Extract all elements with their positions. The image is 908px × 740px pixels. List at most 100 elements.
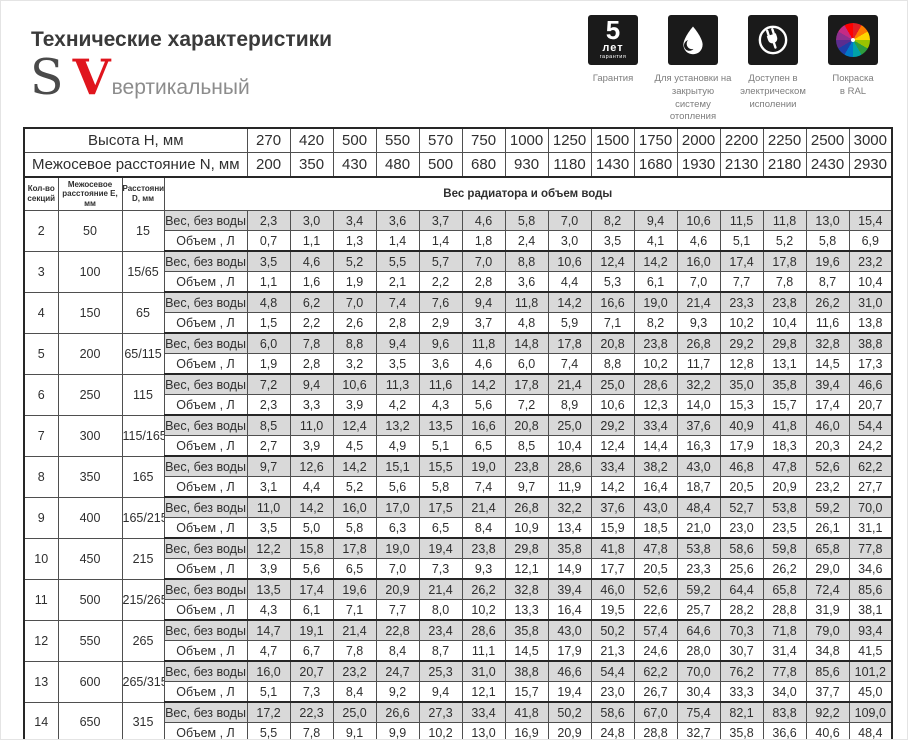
volume-value-cell: 20,5 xyxy=(633,558,678,580)
weight-value-cell: 5,7 xyxy=(418,250,463,272)
volume-value-cell: 1,1 xyxy=(289,230,334,252)
volume-value-cell: 10,2 xyxy=(633,353,678,375)
volume-value-cell: 10,9 xyxy=(504,517,549,539)
weight-value-cell: 38,8 xyxy=(848,332,893,354)
weight-value-cell: 59,2 xyxy=(805,496,850,518)
weight-value-cell: 35,8 xyxy=(547,537,592,559)
weight-value-cell: 59,8 xyxy=(762,537,807,559)
volume-value-cell: 14,5 xyxy=(805,353,850,375)
weight-value-cell: 3,7 xyxy=(418,210,463,231)
weight-value-cell: 35,0 xyxy=(719,373,764,395)
volume-value-cell: 9,4 xyxy=(418,681,463,703)
weight-value-cell: 8,5 xyxy=(246,414,291,436)
volume-value-cell: 10,4 xyxy=(848,271,893,293)
volume-value-cell: 8,7 xyxy=(418,640,463,662)
weight-value-cell: 23,8 xyxy=(762,291,807,313)
weight-value-cell: 14,2 xyxy=(547,291,592,313)
volume-value-cell: 3,1 xyxy=(246,476,291,498)
feature-badges: 5 лет гарантия Гарантия Для установки на… xyxy=(573,15,893,124)
volume-value-cell: 2,8 xyxy=(375,312,420,334)
weight-value-cell: 38,2 xyxy=(633,455,678,477)
axial-header-label: Межосевое расстояние N, мм xyxy=(23,152,248,178)
weight-value-cell: 22,8 xyxy=(375,619,420,641)
weight-value-cell: 43,0 xyxy=(633,496,678,518)
weight-value-cell: 11,6 xyxy=(418,373,463,395)
volume-value-cell: 7,1 xyxy=(332,599,377,621)
volume-value-cell: 4,2 xyxy=(375,394,420,416)
weight-value-cell: 64,6 xyxy=(676,619,721,641)
volume-row-label: Объем , Л xyxy=(163,271,248,293)
axial-value-cell: 1930 xyxy=(676,152,721,178)
volume-value-cell: 5,8 xyxy=(805,230,850,252)
weight-value-cell: 22,3 xyxy=(289,701,334,723)
volume-value-cell: 1,9 xyxy=(332,271,377,293)
sections-count-cell: 7 xyxy=(23,414,59,457)
volume-value-cell: 5,2 xyxy=(762,230,807,252)
volume-value-cell: 45,0 xyxy=(848,681,893,703)
volume-value-cell: 5,8 xyxy=(418,476,463,498)
d-value-cell: 165/215 xyxy=(121,496,165,539)
electric-plug-icon xyxy=(748,15,798,65)
weight-value-cell: 21,4 xyxy=(461,496,506,518)
sections-count-cell: 8 xyxy=(23,455,59,498)
volume-value-cell: 4,5 xyxy=(332,435,377,457)
logo-letter-s: S xyxy=(30,49,64,106)
volume-value-cell: 10,4 xyxy=(762,312,807,334)
weight-row: 4 150 65 Вес, без воды 4,8 6,2 7,0 7,4 7,6 9,4 11,… xyxy=(23,291,893,334)
sections-count-cell: 4 xyxy=(23,291,59,334)
volume-value-cell: 10,4 xyxy=(547,435,592,457)
volume-value-cell: 12,3 xyxy=(633,394,678,416)
weight-value-cell: 76,2 xyxy=(719,660,764,682)
volume-value-cell: 28,2 xyxy=(719,599,764,621)
volume-value-cell: 7,2 xyxy=(504,394,549,416)
volume-value-cell: 7,8 xyxy=(762,271,807,293)
weight-row: 7 300 115/165 Вес, без воды 8,5 11,0 12,4 13,2 1… xyxy=(23,414,893,457)
volume-value-cell: 2,6 xyxy=(332,312,377,334)
weight-value-cell: 31,0 xyxy=(461,660,506,682)
volume-value-cell: 15,7 xyxy=(762,394,807,416)
weight-value-cell: 14,2 xyxy=(461,373,506,395)
weight-value-cell: 9,7 xyxy=(246,455,291,477)
volume-value-cell: 5,3 xyxy=(590,271,635,293)
volume-value-cell: 3,9 xyxy=(246,558,291,580)
d-value-cell: 115 xyxy=(121,373,165,416)
weight-value-cell: 15,8 xyxy=(289,537,334,559)
d-value-cell: 315 xyxy=(121,701,165,739)
weight-value-cell: 33,4 xyxy=(461,701,506,723)
weight-value-cell: 31,0 xyxy=(848,291,893,313)
axial-value-cell: 1430 xyxy=(590,152,635,178)
volume-value-cell: 15,3 xyxy=(719,394,764,416)
weight-value-cell: 19,0 xyxy=(633,291,678,313)
volume-value-cell: 9,3 xyxy=(676,312,721,334)
weight-value-cell: 11,0 xyxy=(289,414,334,436)
weight-value-cell: 10,6 xyxy=(547,250,592,272)
axial-value-cell: 2130 xyxy=(719,152,764,178)
weight-value-cell: 58,6 xyxy=(590,701,635,723)
volume-value-cell: 10,6 xyxy=(590,394,635,416)
weight-value-cell: 43,0 xyxy=(547,619,592,641)
weight-value-cell: 3,0 xyxy=(289,210,334,231)
volume-value-cell: 23,0 xyxy=(590,681,635,703)
weight-value-cell: 54,4 xyxy=(590,660,635,682)
weight-value-cell: 9,6 xyxy=(418,332,463,354)
weight-value-cell: 23,2 xyxy=(848,250,893,272)
volume-value-cell: 8,0 xyxy=(418,599,463,621)
volume-value-cell: 2,3 xyxy=(246,394,291,416)
height-value-cell: 750 xyxy=(461,127,506,153)
volume-row: Объем , Л 2,7 3,9 4,5 4,9 5,1 6,5 8,5 10,4 12,4 14… xyxy=(24,435,893,457)
volume-value-cell: 35,8 xyxy=(719,722,764,739)
weight-value-cell: 29,8 xyxy=(504,537,549,559)
weight-value-cell: 37,6 xyxy=(590,496,635,518)
weight-value-cell: 65,8 xyxy=(762,578,807,600)
volume-value-cell: 14,0 xyxy=(676,394,721,416)
weight-value-cell: 41,8 xyxy=(762,414,807,436)
volume-value-cell: 15,9 xyxy=(590,517,635,539)
volume-row: Объем , Л 4,7 6,7 7,8 8,4 8,7 11,1 14,5 17,9 21,3… xyxy=(24,640,893,662)
e-value-cell: 550 xyxy=(57,619,123,662)
weight-value-cell: 3,6 xyxy=(375,210,420,231)
weight-value-cell: 17,8 xyxy=(504,373,549,395)
volume-value-cell: 6,3 xyxy=(375,517,420,539)
weight-value-cell: 4,6 xyxy=(461,210,506,231)
volume-value-cell: 36,6 xyxy=(762,722,807,739)
volume-value-cell: 7,3 xyxy=(289,681,334,703)
